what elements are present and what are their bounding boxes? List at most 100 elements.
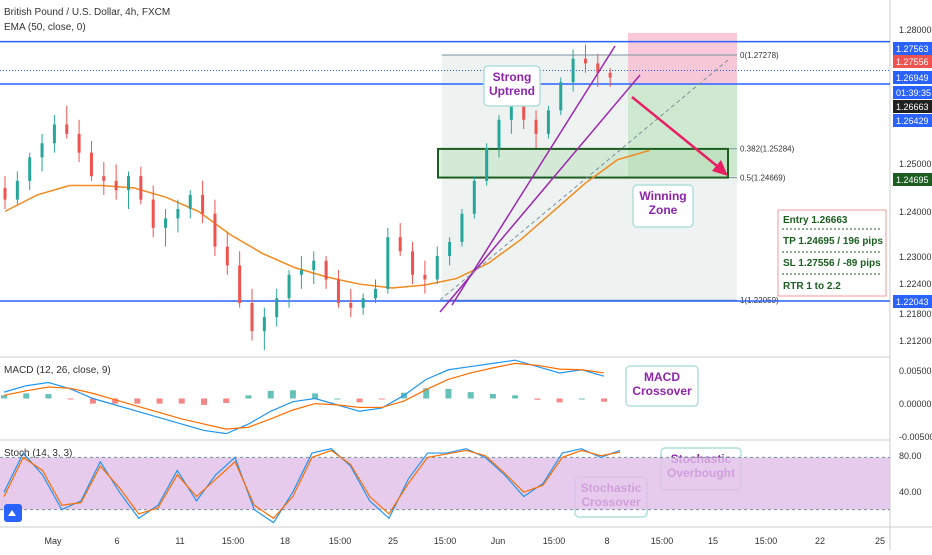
macd-histogram-bar — [156, 398, 163, 404]
winning-zone-callout-text: Zone — [649, 203, 678, 217]
macd-histogram-bar — [178, 398, 185, 404]
macd-histogram-bar — [201, 398, 207, 405]
macd-tick-label: 0.00500 — [899, 366, 932, 376]
candle-body — [52, 124, 56, 144]
macd-histogram-bar — [601, 398, 607, 402]
price-tick-label: 1.23000 — [899, 252, 932, 262]
price-label: 1.22043 — [896, 297, 929, 307]
price-label: 1.26949 — [896, 73, 929, 83]
stoch-tick-label: 80.00 — [899, 451, 922, 461]
symbol-title: British Pound / U.S. Dollar, 4h, FXCM — [4, 7, 171, 18]
winning-zone-callout-box — [632, 184, 694, 228]
macd-histogram-bar — [267, 390, 274, 399]
winning-zone-box — [437, 147, 729, 179]
candle-body — [485, 147, 489, 181]
price-label-bg — [893, 86, 932, 99]
price-label: 1.24695 — [896, 175, 929, 185]
price-label-bg — [893, 114, 932, 127]
macd-signal-line — [3, 362, 605, 430]
macd-histogram-bar — [489, 394, 496, 399]
time-tick-label: 15:00 — [222, 536, 245, 546]
take-profit-zone — [628, 83, 737, 177]
candle-body — [250, 302, 254, 332]
macd-histogram-bar — [134, 398, 141, 404]
macd-crossover-callout-text: Crossover — [632, 384, 692, 398]
candle-body — [28, 157, 32, 181]
candle-body — [398, 237, 402, 252]
price-tick-label: 1.21800 — [899, 309, 932, 319]
stop-loss-zone — [628, 32, 737, 84]
candle-body — [460, 213, 464, 242]
strong-uptrend-callout-text: Uptrend — [489, 84, 535, 98]
price-label: 1.27563 — [896, 44, 929, 54]
candle-body — [509, 105, 513, 120]
macd-tick-label: -0.00500 — [899, 432, 932, 442]
candle-body — [262, 317, 266, 332]
macd-indicator-label: MACD (12, 26, close, 9) — [4, 365, 111, 376]
macd-histogram-bar — [578, 398, 585, 400]
price-label: 1.27556 — [896, 57, 929, 67]
macd-histogram-bar — [445, 388, 452, 399]
time-tick-label: 15:00 — [651, 536, 674, 546]
time-tick-label: 25 — [875, 536, 885, 546]
candle-body — [534, 119, 538, 134]
macd-histogram-bar — [289, 390, 296, 399]
trade-box — [777, 209, 887, 297]
candle-body — [571, 58, 575, 83]
candle-body — [275, 298, 279, 318]
candle-body — [546, 110, 550, 134]
time-tick-label: May — [44, 536, 62, 546]
candle-body — [114, 180, 118, 191]
macd-line — [3, 359, 605, 435]
candle-body — [299, 270, 303, 275]
time-tick-label: 8 — [604, 536, 609, 546]
time-tick-label: 15:00 — [434, 536, 457, 546]
candle-body — [374, 288, 377, 299]
logo-mark — [8, 510, 16, 516]
price-label-bg — [893, 173, 932, 186]
macd-crossover-callout-box — [625, 365, 699, 407]
candle-body — [386, 237, 390, 289]
time-tick-label: 25 — [388, 536, 398, 546]
stoch-d-line — [3, 449, 621, 520]
time-tick-label: 15:00 — [755, 536, 778, 546]
candle-body — [238, 265, 242, 303]
candle-body — [164, 218, 168, 228]
macd-histogram-bar — [1, 395, 7, 399]
trade-sl: SL 1.27556 / -89 pips — [783, 258, 881, 269]
candle-body — [40, 143, 44, 158]
macd-histogram-bar — [312, 393, 319, 399]
fib-label-382: 0.382(1.25284) — [740, 145, 795, 154]
trade-tp: TP 1.24695 / 196 pips — [783, 236, 883, 247]
macd-histogram-bar — [223, 398, 230, 403]
price-tick-label: 1.24000 — [899, 207, 932, 217]
price-tick-label: 1.28000 — [899, 25, 932, 35]
time-tick-label: 6 — [114, 536, 119, 546]
macd-histogram-bar — [67, 398, 74, 400]
price-label: 1.26663 — [896, 102, 929, 112]
macd-crossover-callout-text: MACD — [644, 370, 680, 384]
price-label-bg — [893, 100, 932, 113]
channel-upper-line — [451, 45, 616, 306]
candle-body — [349, 302, 353, 308]
candle-body — [151, 199, 155, 228]
macd-histogram-bar — [23, 393, 30, 399]
price-label: 1.26429 — [896, 116, 929, 126]
ema-indicator-label: EMA (50, close, 0) — [4, 22, 86, 33]
candle-body — [324, 260, 328, 280]
target-arrow-head — [712, 160, 728, 176]
time-tick-label: 15 — [708, 536, 718, 546]
strong-uptrend-callout-text: Strong — [493, 70, 532, 84]
macd-histogram-bar — [45, 394, 52, 399]
candle-body — [139, 176, 143, 200]
macd-histogram-bar — [89, 398, 96, 404]
stoch-tick-label: 40.00 — [899, 487, 922, 497]
candle-body — [3, 187, 7, 200]
candle-body — [522, 105, 526, 120]
macd-histogram-bar — [245, 395, 252, 399]
candle-body — [89, 152, 93, 177]
macd-histogram-bar — [112, 398, 119, 404]
candle-body — [15, 180, 19, 200]
